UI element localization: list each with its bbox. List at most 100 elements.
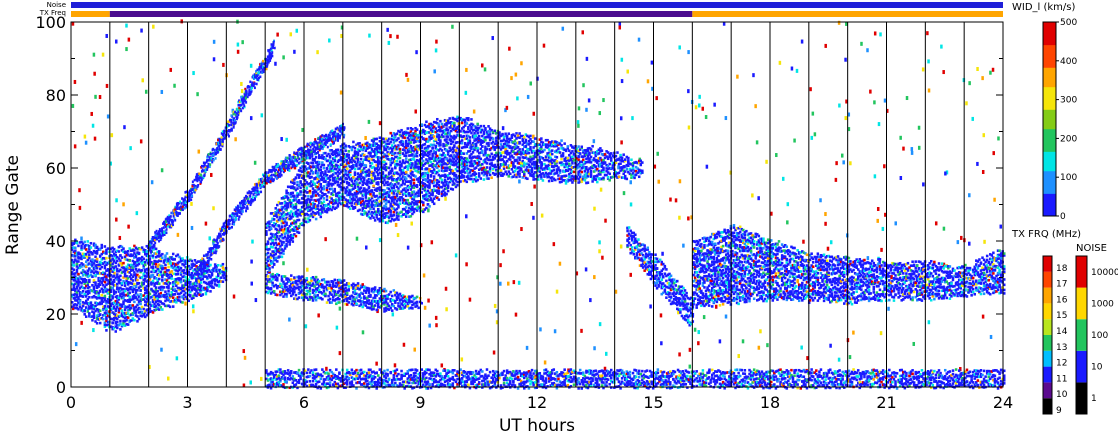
echo-cell	[367, 157, 371, 161]
echo-cell	[440, 192, 444, 195]
echo-cell	[109, 298, 113, 302]
echo-cell	[375, 216, 378, 219]
echo-cell	[84, 271, 88, 275]
echo-cell	[215, 275, 218, 279]
echo-cell	[373, 288, 377, 292]
echo-cell	[377, 290, 380, 294]
echo-cell	[140, 314, 144, 318]
echo-cell	[373, 151, 377, 155]
scatter-point	[741, 339, 745, 344]
echo-cell	[443, 187, 447, 191]
echo-cell	[390, 204, 394, 208]
echo-cell	[279, 227, 282, 231]
echo-cell	[282, 252, 285, 255]
echo-cell	[383, 298, 386, 302]
echo-cell	[105, 312, 108, 315]
echo-cell	[109, 273, 113, 277]
echo-cell	[347, 161, 350, 165]
echo-cell	[352, 140, 355, 144]
echo-cell	[420, 152, 423, 156]
echo-cell	[210, 281, 214, 285]
echo-cell	[359, 174, 363, 178]
echo-cell	[299, 201, 302, 205]
echo-cell	[369, 301, 372, 305]
echo-cell	[153, 259, 156, 263]
echo-cell	[279, 293, 282, 297]
echo-cell	[86, 258, 90, 262]
scatter-point	[154, 287, 158, 292]
echo-cell	[389, 157, 392, 161]
echo-cell	[170, 293, 173, 297]
echo-cell	[83, 313, 86, 316]
scatter-point	[713, 102, 716, 107]
echo-cell	[75, 285, 79, 289]
echo-cell	[210, 273, 214, 277]
echo-cell	[142, 278, 145, 282]
echo-cell	[128, 286, 131, 290]
echo-cell	[157, 277, 161, 281]
echo-cell	[140, 255, 144, 259]
scatter-point	[847, 127, 851, 132]
echo-cell	[425, 120, 428, 124]
echo-cell	[179, 280, 183, 283]
echo-cell	[134, 277, 138, 280]
echo-cell	[294, 225, 298, 229]
echo-cell	[126, 323, 130, 326]
echo-cell	[165, 258, 169, 261]
echo-cell	[431, 165, 434, 169]
scatter-point	[981, 76, 984, 81]
echo-cell	[352, 207, 355, 210]
echo-cell	[114, 253, 117, 257]
echo-cell	[268, 228, 271, 232]
scatter-point	[989, 334, 993, 339]
echo-cell	[274, 249, 277, 252]
echo-cell	[439, 147, 442, 151]
echo-cell	[440, 190, 444, 194]
echo-cell	[400, 171, 403, 174]
echo-cell	[386, 302, 389, 306]
echo-cell	[322, 197, 326, 200]
echo-cell	[95, 321, 99, 325]
echo-cell	[367, 168, 371, 172]
echo-cell	[342, 180, 346, 184]
echo-cell	[128, 307, 131, 310]
echo-cell	[125, 267, 128, 271]
echo-cell	[291, 194, 295, 198]
echo-cell	[294, 197, 298, 200]
scatter-point	[427, 208, 430, 213]
echo-cell	[446, 174, 450, 177]
scatter-point	[976, 161, 979, 166]
echo-cell	[153, 252, 156, 255]
echo-cell	[182, 275, 186, 278]
echo-cell	[189, 280, 192, 284]
echo-cell	[136, 289, 139, 292]
echo-cell	[75, 260, 79, 263]
echo-cell	[136, 260, 139, 264]
scatter-point	[152, 24, 155, 29]
scatter-point	[204, 291, 208, 296]
echo-cell	[350, 294, 354, 298]
echo-cell	[299, 208, 302, 212]
echo-cell	[285, 223, 288, 227]
echo-cell	[83, 270, 86, 274]
echo-cell	[276, 286, 279, 290]
echo-cell	[331, 161, 335, 164]
echo-cell	[445, 162, 448, 166]
echo-cell	[397, 129, 400, 133]
echo-cell	[128, 320, 131, 323]
echo-cell	[325, 159, 329, 163]
echo-cell	[308, 205, 312, 209]
echo-cell	[91, 270, 94, 273]
scatter-point	[877, 122, 881, 127]
echo-cell	[336, 148, 340, 152]
echo-cell	[181, 289, 184, 293]
echo-cell	[426, 151, 430, 154]
echo-cell	[432, 135, 436, 138]
echo-cell	[314, 298, 318, 302]
echo-cell	[377, 217, 380, 221]
echo-cell	[363, 146, 366, 149]
echo-cell	[105, 315, 108, 319]
echo-cell	[423, 123, 427, 127]
echo-cell	[190, 259, 194, 263]
echo-cell	[398, 298, 402, 302]
